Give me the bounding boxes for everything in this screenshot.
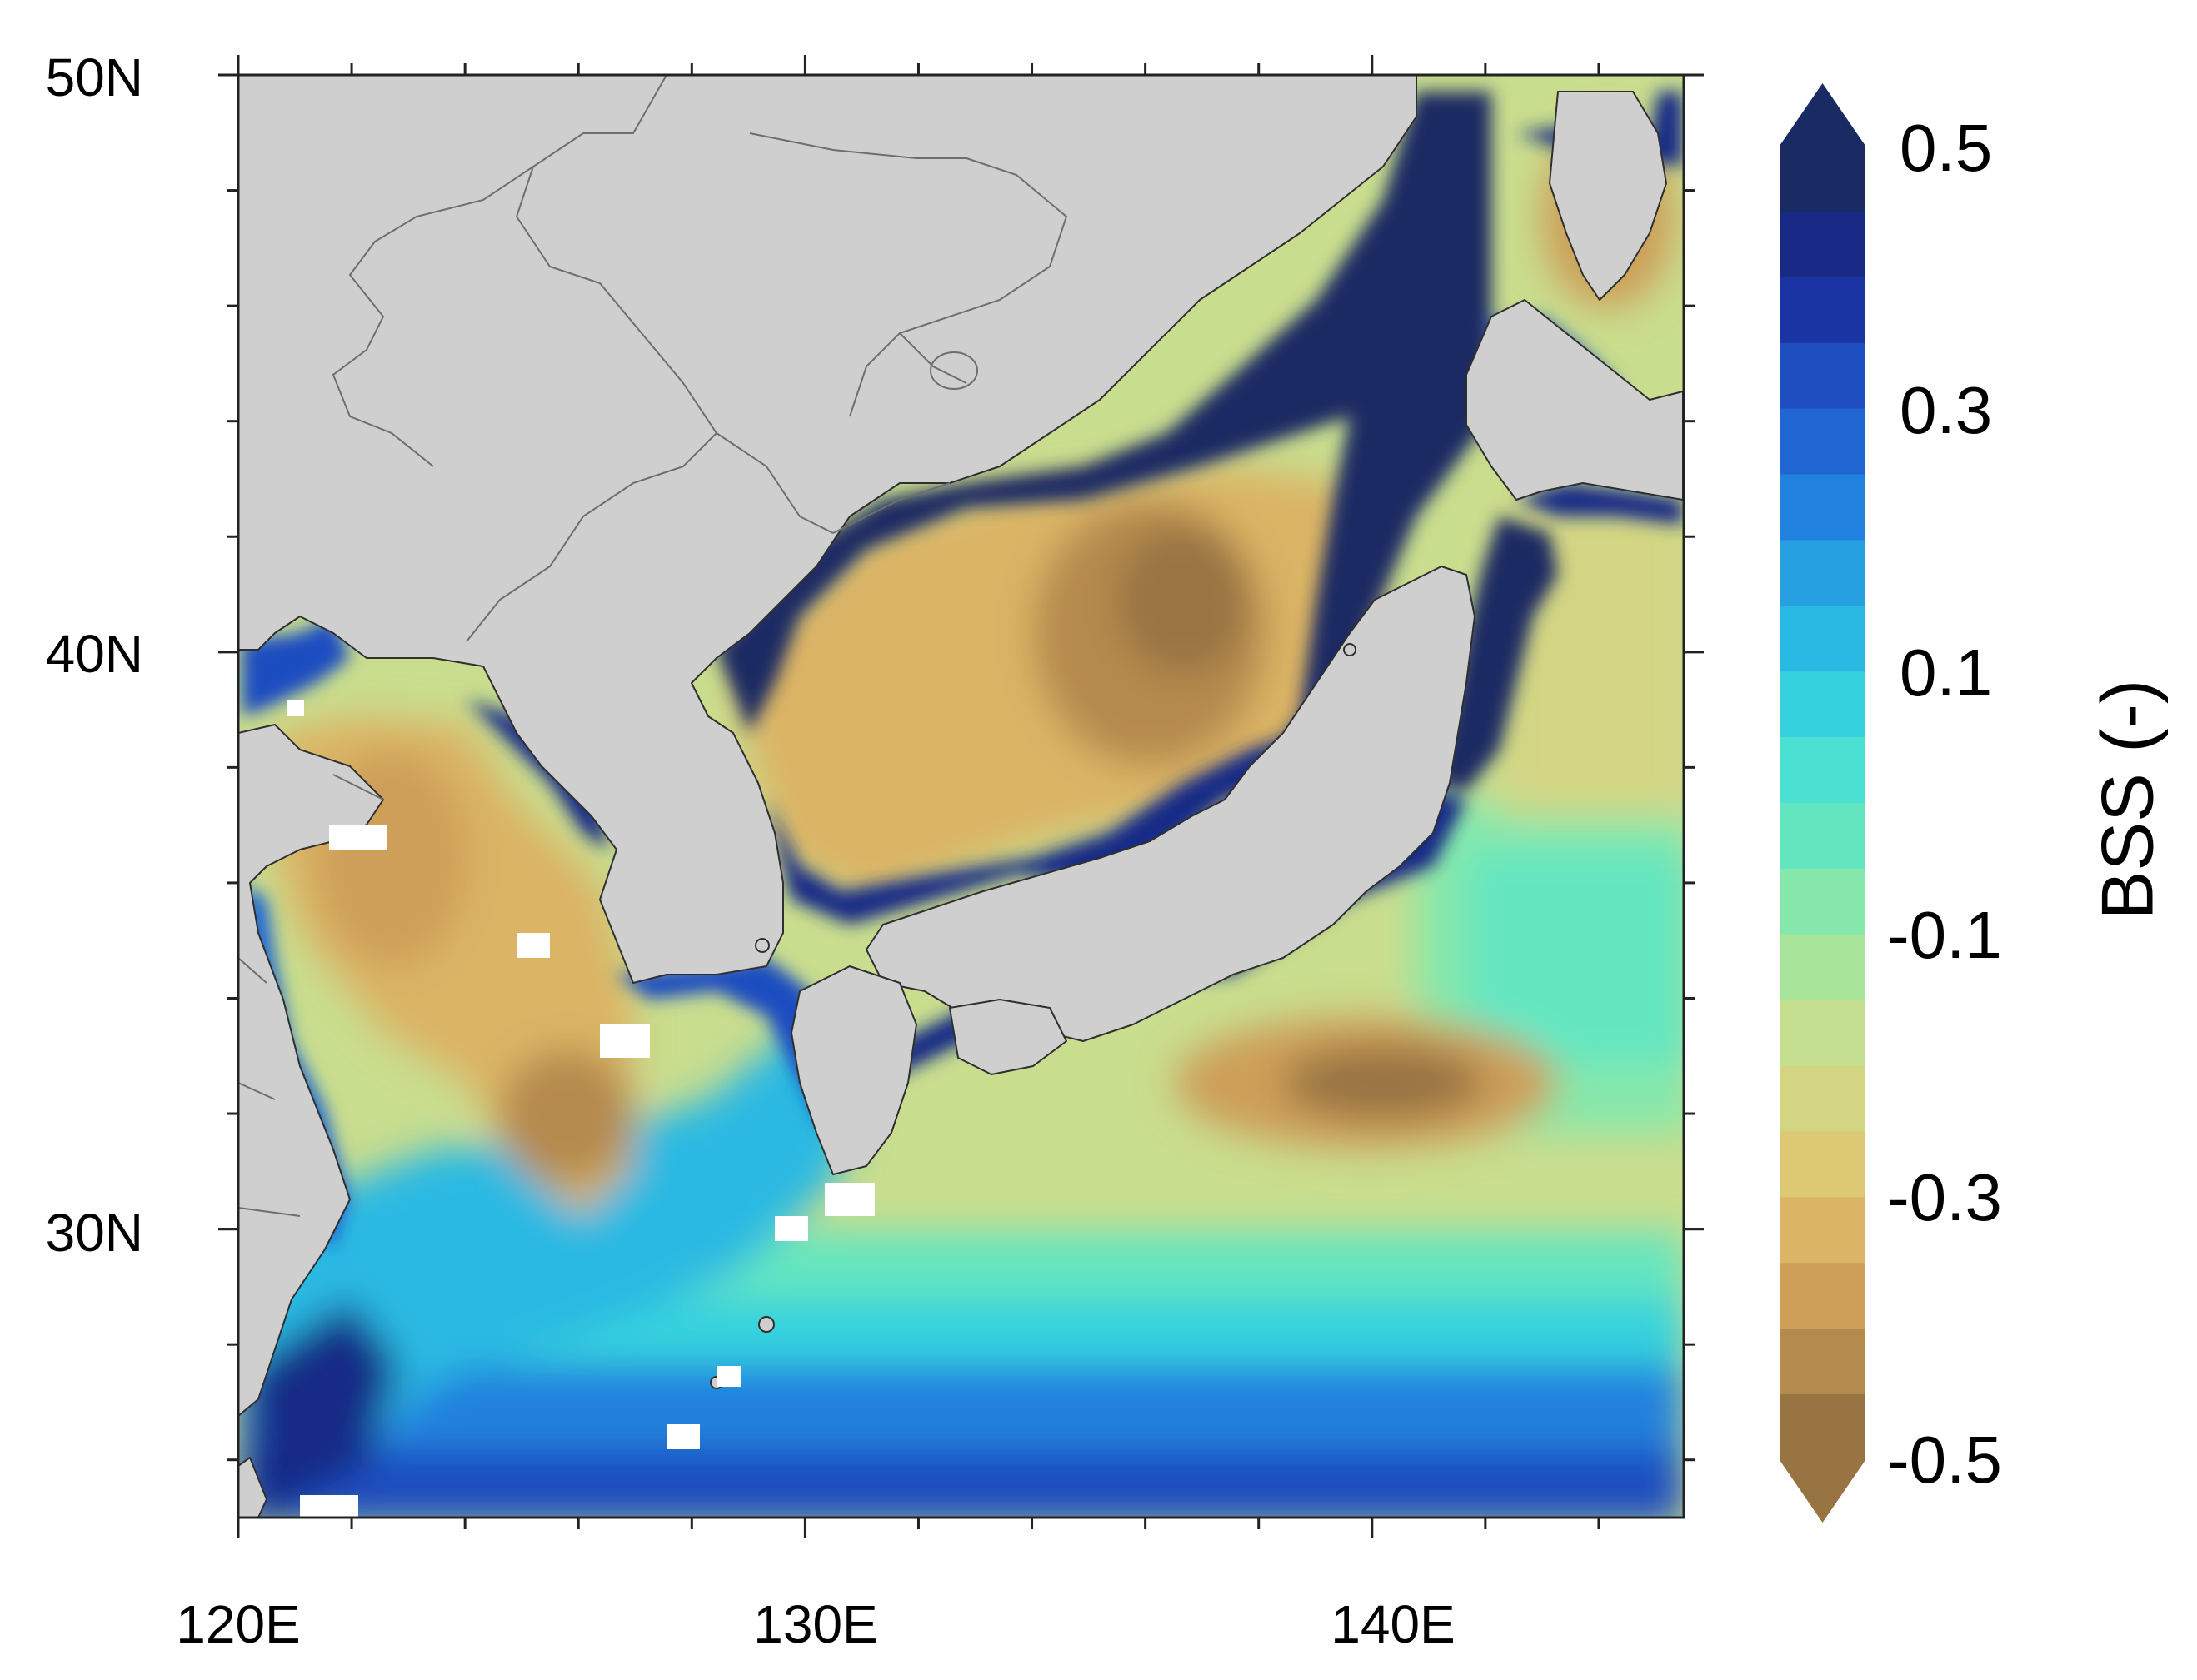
colorbar-bottom-triangle (1780, 1460, 1865, 1523)
colorbar-band (1780, 868, 1865, 935)
asia-mainland (238, 75, 1417, 984)
y-axis-labels: 30N 40N 50N (46, 47, 143, 1263)
tsushima-island (755, 938, 770, 953)
x-tick-label-120e: 120E (176, 1594, 300, 1654)
shikoku (949, 999, 1067, 1075)
map-frame (237, 73, 1685, 1519)
x-tick-label-130e: 130E (753, 1594, 877, 1654)
colorbar: 0.5 0.3 0.1 -0.1 -0.3 -0.5 BSS (-) (1780, 83, 2168, 1523)
colorbar-title: BSS (-) (2085, 680, 2168, 920)
colorbar-band (1780, 146, 1865, 212)
colorbar-band (1780, 277, 1865, 344)
colorbar-bands (1780, 146, 1865, 1461)
colorbar-top-triangle (1780, 83, 1865, 146)
china-coast (238, 724, 384, 1417)
colorbar-band (1780, 540, 1865, 606)
colorbar-label-0-5: 0.5 (1900, 111, 1992, 185)
colorbar-band (1780, 1065, 1865, 1133)
colorbar-band (1780, 408, 1865, 476)
colorbar-label-0-1: 0.1 (1900, 636, 1992, 710)
y-tick-label-30n: 30N (46, 1203, 143, 1263)
sakhalin (1549, 91, 1667, 301)
colorbar-label-neg-0-3: -0.3 (1887, 1160, 2002, 1234)
colorbar-band (1780, 671, 1865, 738)
x-tick-label-140e: 140E (1331, 1594, 1455, 1654)
colorbar-band (1780, 1394, 1865, 1461)
axis-ticks (218, 55, 1704, 1538)
colorbar-band (1780, 1329, 1865, 1395)
colorbar-band (1780, 1131, 1865, 1198)
colorbar-band (1780, 1197, 1865, 1264)
masked-cells (287, 700, 875, 1518)
political-borders (238, 75, 1068, 1217)
colorbar-band (1780, 474, 1865, 541)
kyushu (791, 965, 917, 1175)
y-tick-label-40n: 40N (46, 624, 143, 684)
colorbar-band (1780, 1263, 1865, 1329)
ryukyu-island-1 (758, 1316, 775, 1333)
colorbar-band (1780, 1000, 1865, 1067)
hokkaido (1465, 299, 1684, 501)
x-axis-labels: 120E 130E 140E (176, 1594, 1455, 1654)
colorbar-label-0-3: 0.3 (1900, 373, 1992, 447)
map-panel (238, 75, 1684, 1518)
colorbar-band (1780, 737, 1865, 804)
sado-island (1343, 643, 1356, 656)
colorbar-label-neg-0-1: -0.1 (1887, 898, 2002, 972)
land-masses (238, 75, 1684, 1518)
colorbar-band (1780, 606, 1865, 672)
colorbar-label-neg-0-5: -0.5 (1887, 1423, 2002, 1497)
y-tick-label-50n: 50N (46, 47, 143, 107)
colorbar-band (1780, 934, 1865, 1001)
colorbar-band (1780, 342, 1865, 410)
colorbar-band (1780, 803, 1865, 870)
taiwan (238, 1457, 267, 1518)
colorbar-band (1780, 211, 1865, 278)
